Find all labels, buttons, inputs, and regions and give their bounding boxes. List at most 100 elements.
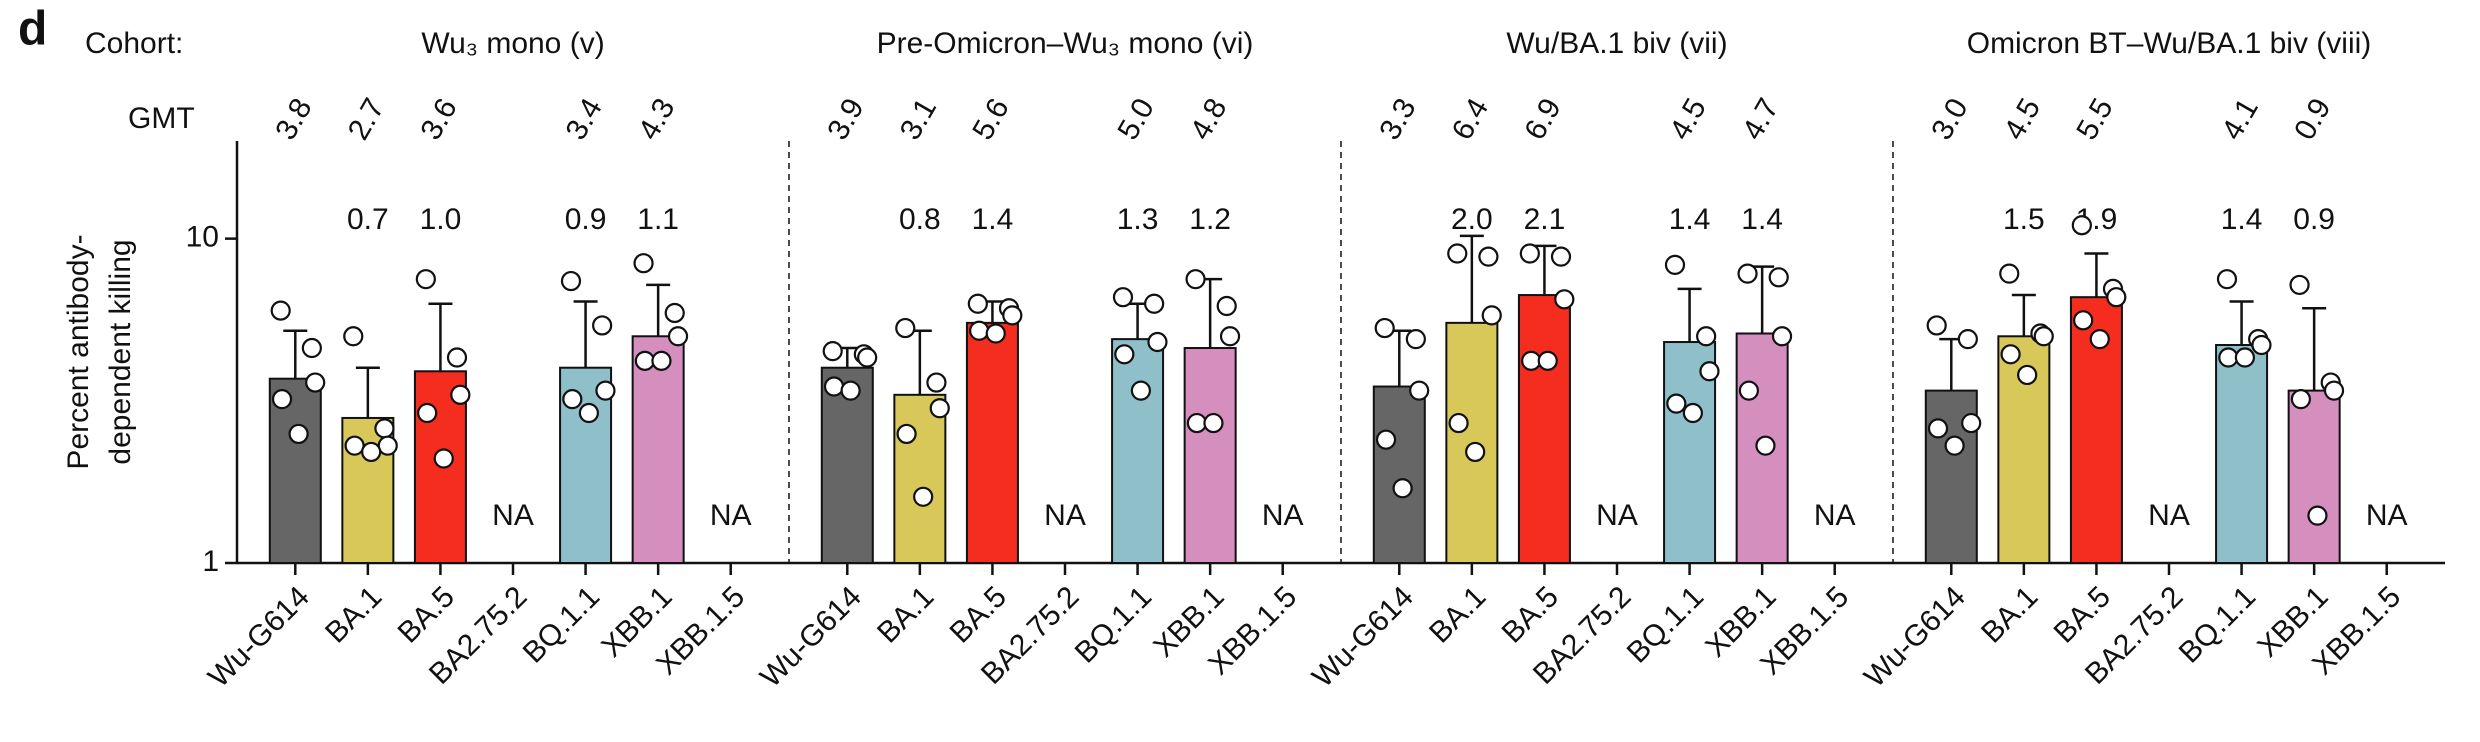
data-point (417, 402, 438, 424)
data-point (1957, 329, 1978, 350)
data-point (985, 323, 1006, 344)
data-point (2017, 364, 2038, 386)
data-point (270, 300, 291, 321)
data-point (301, 337, 322, 359)
x-tick-label: BQ.1.1 (1069, 580, 1158, 669)
data-point (1961, 412, 1982, 434)
data-point (2089, 329, 2110, 350)
data-point (2071, 215, 2092, 236)
data-point (1481, 305, 1502, 326)
ratio-label: 0.7 (347, 203, 389, 236)
data-point (1550, 246, 1572, 267)
data-point (857, 347, 878, 368)
x-tick-label: Wu-G614 (754, 580, 868, 694)
data-point (374, 418, 395, 439)
panel-title: Pre-Omicron–Wu₃ mono (vi) (877, 27, 1254, 60)
gmt-label: 3.4 (559, 93, 608, 146)
gmt-label: 4.3 (632, 93, 681, 146)
data-point (1219, 326, 1241, 347)
bar (1517, 294, 1571, 564)
data-point (1768, 267, 1789, 288)
bar (2215, 343, 2269, 564)
cohort-label: Cohort: (85, 27, 183, 60)
gmt-label: 3.3 (1373, 93, 1422, 146)
panel-title: Omicron BT–Wu/BA.1 biv (viii) (1967, 27, 2372, 60)
data-point (1203, 412, 1224, 434)
data-point (560, 270, 582, 292)
data-point (1521, 350, 1542, 371)
data-point (2290, 389, 2311, 410)
gmt-label: 3.8 (269, 93, 318, 146)
data-point (415, 269, 436, 290)
data-point (305, 372, 326, 393)
data-point (1374, 317, 1395, 339)
ratio-label: 1.4 (972, 203, 1014, 236)
data-point (2251, 334, 2272, 356)
ratio-label: 1.4 (1669, 203, 1711, 236)
data-point (1737, 263, 1758, 284)
data-point (651, 350, 672, 371)
data-point (2216, 269, 2238, 290)
data-point (823, 376, 845, 397)
data-point (1186, 412, 1207, 434)
bar (1372, 385, 1426, 565)
bar (2287, 389, 2341, 564)
data-point (634, 350, 655, 371)
data-point (1447, 243, 1468, 264)
x-tick-label: Wu-G614 (202, 580, 316, 694)
gmt-label: 4.8 (1184, 93, 1233, 146)
bar (965, 321, 1019, 564)
data-point (2000, 344, 2021, 365)
data-point (1554, 289, 1575, 310)
gmt-label: 4.1 (2215, 93, 2264, 146)
ratio-label: 2.1 (1524, 203, 1566, 236)
data-point (840, 380, 861, 401)
data-point (450, 384, 471, 405)
data-point (271, 389, 293, 410)
data-point (2323, 380, 2345, 401)
data-point (343, 326, 364, 347)
bar (893, 393, 947, 564)
bar (1183, 347, 1237, 564)
data-point (1537, 350, 1558, 371)
ratio-label: 0.9 (565, 203, 607, 236)
data-point (1696, 326, 1717, 347)
data-point (1927, 418, 1949, 439)
data-point (1755, 435, 1776, 456)
x-tick-label: BQ.1.1 (1621, 580, 1710, 669)
data-point (562, 389, 583, 410)
bar (268, 377, 322, 564)
panel-label: d (18, 3, 47, 56)
data-point (969, 320, 990, 341)
data-point (595, 380, 616, 401)
data-point (288, 423, 309, 445)
data-point (1666, 393, 1687, 414)
na-label: NA (1262, 499, 1304, 532)
data-point (1405, 329, 1426, 350)
data-point (2033, 326, 2054, 347)
data-point (1114, 344, 1135, 365)
data-point (361, 441, 382, 463)
data-point (1699, 361, 1720, 382)
x-tick-label: BA.1 (1423, 580, 1492, 649)
gmt-label: 6.9 (1518, 93, 1567, 146)
data-point (929, 398, 950, 419)
ratio-label: 0.9 (2293, 203, 2335, 236)
data-point (1738, 380, 1759, 401)
ratio-label: 1.4 (2221, 203, 2263, 236)
data-point (1392, 478, 1413, 499)
data-point (1130, 380, 1151, 401)
ratio-label: 2.0 (1451, 203, 1493, 236)
data-point (578, 402, 599, 424)
data-point (2106, 287, 2127, 308)
ratio-label: 1.5 (2003, 203, 2045, 236)
data-point (1944, 435, 1965, 456)
ratio-label: 1.4 (1741, 203, 1783, 236)
gmt-label: 4.7 (1736, 93, 1785, 146)
x-tick-label: BA.1 (1975, 580, 2044, 649)
ratio-label: 1.2 (1189, 203, 1231, 236)
data-point (1465, 441, 1486, 463)
na-label: NA (1814, 499, 1856, 532)
